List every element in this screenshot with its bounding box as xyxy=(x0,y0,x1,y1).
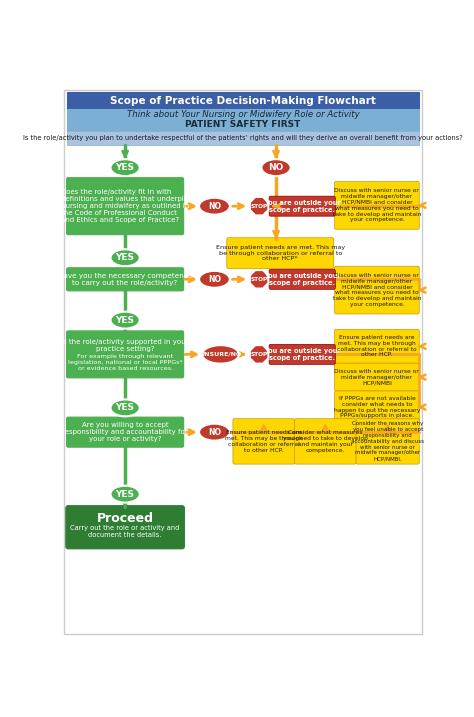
Text: You are outside your
scope of practice.: You are outside your scope of practice. xyxy=(264,272,340,286)
FancyBboxPatch shape xyxy=(66,505,184,549)
Text: You are outside your
scope of practice.: You are outside your scope of practice. xyxy=(264,348,340,361)
Text: Discuss with senior nurse or
midwife manager/other
HCP/NMBI and consider
what me: Discuss with senior nurse or midwife man… xyxy=(333,189,421,222)
Text: Proceed: Proceed xyxy=(97,512,154,526)
Ellipse shape xyxy=(110,399,140,417)
Ellipse shape xyxy=(110,159,140,176)
FancyBboxPatch shape xyxy=(269,270,335,290)
FancyBboxPatch shape xyxy=(335,181,419,229)
Text: Is the role/activity supported in your
practice setting?: Is the role/activity supported in your p… xyxy=(61,339,189,352)
Text: If PPPGs are not available
consider what needs to
happen to put the necessary
PP: If PPPGs are not available consider what… xyxy=(334,396,420,418)
FancyBboxPatch shape xyxy=(66,331,183,378)
FancyBboxPatch shape xyxy=(335,364,419,391)
Ellipse shape xyxy=(199,198,230,214)
Text: UNSURE/NO: UNSURE/NO xyxy=(200,352,242,357)
Ellipse shape xyxy=(199,424,230,441)
Text: PATIENT SAFETY FIRST: PATIENT SAFETY FIRST xyxy=(185,120,301,129)
Text: Consider what measures
you need to take to develop
and maintain your
competence.: Consider what measures you need to take … xyxy=(283,430,368,452)
Text: Discuss with senior nurse or
midwife manager/other
HCP/NMBI: Discuss with senior nurse or midwife man… xyxy=(335,369,419,386)
Text: YES: YES xyxy=(116,404,135,412)
Text: Consider the reasons why
you feel unable to accept
responsibility and
accountabi: Consider the reasons why you feel unable… xyxy=(351,422,424,461)
Text: YES: YES xyxy=(116,253,135,262)
Text: Carry out the role or activity and
document the details.: Carry out the role or activity and docum… xyxy=(71,525,180,538)
Polygon shape xyxy=(250,197,268,215)
FancyBboxPatch shape xyxy=(335,329,419,364)
Text: Think about Your Nursing or Midwifery Role or Activity: Think about Your Nursing or Midwifery Ro… xyxy=(127,110,359,119)
FancyBboxPatch shape xyxy=(356,419,419,464)
Text: For example through relevant
legislation, national or local PPPGs*
or evidence b: For example through relevant legislation… xyxy=(68,354,182,371)
Text: Ensure patient needs are
met. This may be through
collaboration or referral
to o: Ensure patient needs are met. This may b… xyxy=(225,430,302,452)
Text: YES: YES xyxy=(116,490,135,498)
FancyBboxPatch shape xyxy=(233,419,294,464)
Text: You are outside your
scope of practice.: You are outside your scope of practice. xyxy=(264,199,340,213)
Text: Ensure patient needs are met. This may
be through collaboration or referral to
o: Ensure patient needs are met. This may b… xyxy=(216,244,345,262)
Text: STOP: STOP xyxy=(250,352,268,357)
Ellipse shape xyxy=(199,271,230,288)
FancyBboxPatch shape xyxy=(269,344,335,364)
FancyBboxPatch shape xyxy=(269,196,335,216)
Text: YES: YES xyxy=(116,315,135,325)
Text: Ensure patient needs are
met. This may be through
collaboration or referral to
o: Ensure patient needs are met. This may b… xyxy=(337,335,417,358)
Ellipse shape xyxy=(110,485,140,503)
Ellipse shape xyxy=(110,250,140,266)
Text: NO: NO xyxy=(268,163,284,172)
FancyBboxPatch shape xyxy=(335,266,419,314)
Ellipse shape xyxy=(261,159,291,176)
FancyBboxPatch shape xyxy=(227,238,334,269)
Text: YES: YES xyxy=(116,163,135,172)
Polygon shape xyxy=(250,270,268,288)
Text: NO: NO xyxy=(208,201,221,211)
Text: NO: NO xyxy=(208,427,221,437)
FancyBboxPatch shape xyxy=(66,92,419,109)
FancyBboxPatch shape xyxy=(66,109,419,130)
Ellipse shape xyxy=(202,345,239,364)
Text: Does the role/activity fit in with
definitions and values that underpin
nursing : Does the role/activity fit in with defin… xyxy=(61,189,189,223)
Text: Discuss with senior nurse or
midwife manager/other
HCP/NMBI and consider
what me: Discuss with senior nurse or midwife man… xyxy=(333,273,421,307)
Ellipse shape xyxy=(110,312,140,328)
FancyBboxPatch shape xyxy=(66,178,183,234)
Text: STOP: STOP xyxy=(250,277,268,282)
Text: Are you willing to accept
responsibility and accountability for
your role or act: Are you willing to accept responsibility… xyxy=(62,422,188,442)
FancyBboxPatch shape xyxy=(66,130,419,145)
FancyBboxPatch shape xyxy=(294,419,356,464)
FancyBboxPatch shape xyxy=(66,267,183,291)
Text: NO: NO xyxy=(208,275,221,284)
Text: Is the role/activity you plan to undertake respectful of the patients’ rights an: Is the role/activity you plan to underta… xyxy=(23,135,463,141)
FancyBboxPatch shape xyxy=(66,417,183,447)
Text: Scope of Practice Decision-Making Flowchart: Scope of Practice Decision-Making Flowch… xyxy=(110,95,376,105)
FancyBboxPatch shape xyxy=(335,391,419,423)
Text: Have you the necessary competence
to carry out the role/activity?: Have you the necessary competence to car… xyxy=(58,272,192,286)
Polygon shape xyxy=(250,345,268,364)
Text: STOP: STOP xyxy=(250,204,268,209)
